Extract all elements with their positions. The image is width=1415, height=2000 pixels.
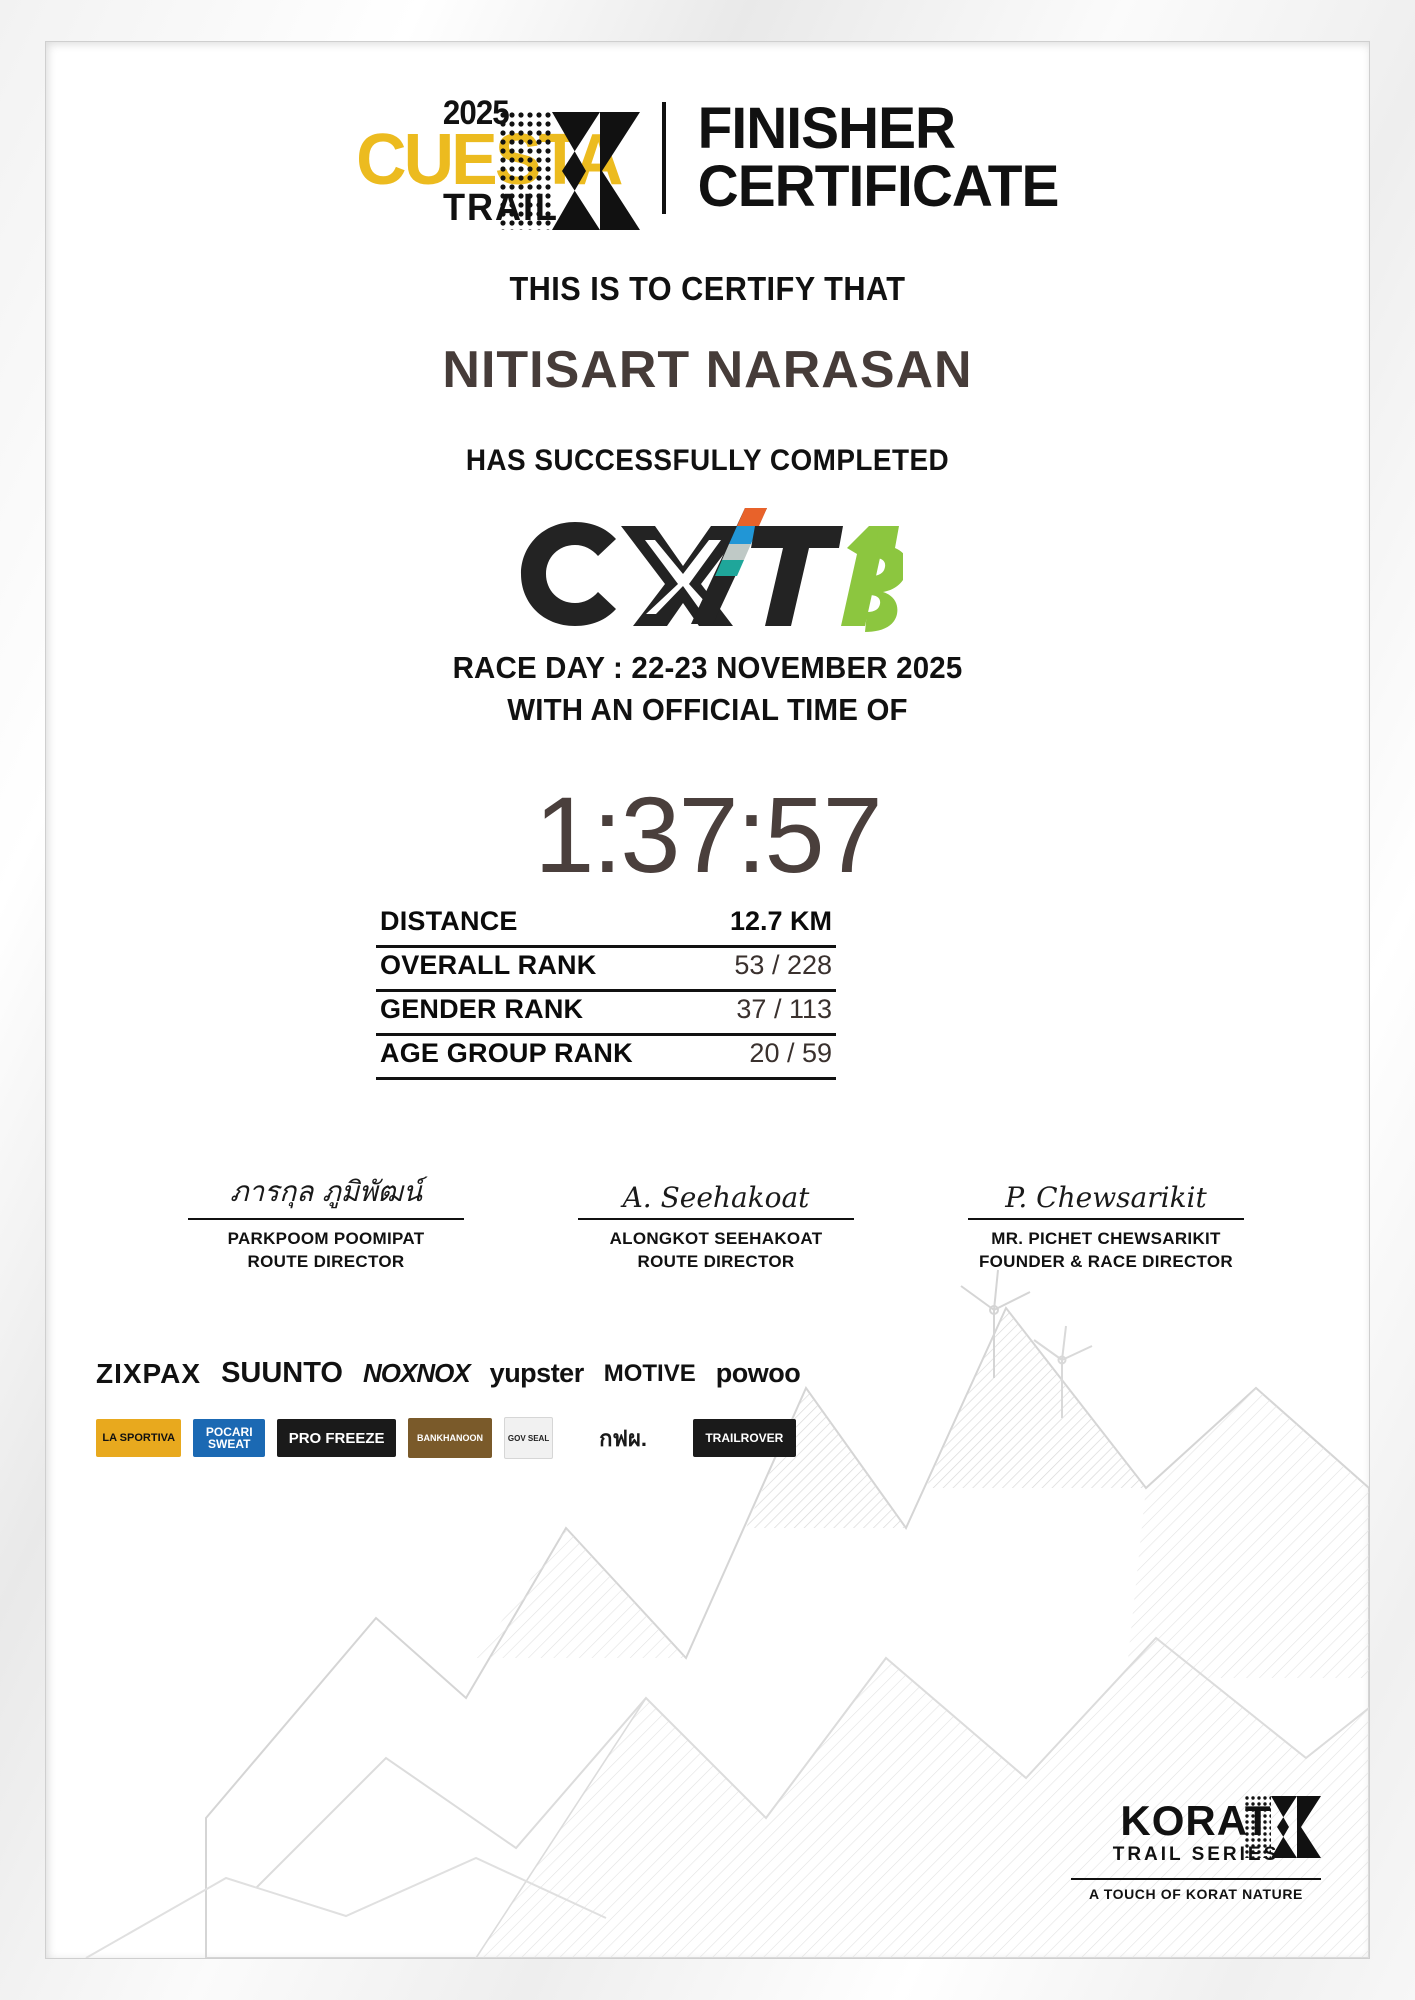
sponsor-row-primary: ZIXPAX SUUNTO NOXNOX yupster MOTIVE powo… <box>96 1357 836 1390</box>
signature-block-3: P. Chewsarikit MR. PICHET CHEWSARIKIT FO… <box>956 1152 1256 1274</box>
signatory-role: ROUTE DIRECTOR <box>247 1251 405 1271</box>
signature-mark: P. Chewsarikit <box>1005 1181 1207 1214</box>
signature-rule <box>188 1218 464 1220</box>
signature-mark: ภารกุล ภูมิพัฒน์ <box>229 1175 423 1208</box>
table-row: DISTANCE 12.7 KM <box>376 904 836 948</box>
completion-statement: HAS SUCCESSFULLY COMPLETED <box>465 444 950 477</box>
sponsor-logo-noxnox: NOXNOX <box>362 1358 471 1388</box>
stat-value: 53 / 228 <box>734 950 832 980</box>
signature-block-1: ภารกุล ภูมิพัฒน์ PARKPOOM POOMIPAT ROUTE… <box>176 1152 476 1274</box>
signature-mark: A. Seehakoat <box>622 1181 810 1214</box>
certificate-title: FINISHER CERTIFICATE <box>698 96 1060 219</box>
sponsor-logo-pea: กฟผ. <box>565 1419 681 1457</box>
signatory-name: MR. PICHET CHEWSARIKIT <box>991 1229 1221 1248</box>
race-day-line: RACE DAY : 22-23 NOVEMBER 2025 <box>452 650 963 685</box>
title-line-1: FINISHER <box>698 96 956 161</box>
sponsor-logo-yupster: yupster <box>489 1358 585 1388</box>
stat-label: OVERALL RANK <box>380 950 597 980</box>
cuesta-x-icon <box>500 112 641 230</box>
cuesta-trail-logo: 2025 CUESTA TRAIL <box>352 94 652 230</box>
sponsor-logo-zixpax: ZIXPAX <box>96 1357 202 1389</box>
certify-statement: THIS IS TO CERTIFY THAT <box>509 270 906 307</box>
sponsor-logo-pro-freeze: PRO FREEZE <box>277 1419 397 1457</box>
stat-label: GENDER RANK <box>380 994 584 1024</box>
certificate-content-area: 2025 CUESTA TRAIL FINISHER CERTIFICATE T… <box>46 42 1369 1958</box>
sponsor-logo-pocari-sweat: POCARI SWEAT <box>193 1419 265 1457</box>
finish-time-value: 1:37:57 <box>534 774 882 895</box>
stat-label: DISTANCE <box>380 906 518 936</box>
sponsor-logo-gov-seal: GOV SEAL <box>503 1417 554 1459</box>
stat-value: 20 / 59 <box>749 1038 832 1068</box>
certificate-header: 2025 CUESTA TRAIL FINISHER CERTIFICATE <box>46 94 1369 230</box>
stat-label: AGE GROUP RANK <box>380 1038 633 1068</box>
signature-rule <box>968 1218 1244 1220</box>
signature-rule <box>578 1218 854 1220</box>
results-table: DISTANCE 12.7 KM OVERALL RANK 53 / 228 G… <box>376 904 836 1080</box>
signature-section: ภารกุล ภูมิพัฒน์ PARKPOOM POOMIPAT ROUTE… <box>176 1152 1256 1274</box>
stat-value: 12.7 KM <box>729 906 832 936</box>
official-time-label: WITH AN OFFICIAL TIME OF <box>507 692 908 727</box>
signatory-role: ROUTE DIRECTOR <box>637 1251 795 1271</box>
sponsor-logo-trailrover: TRAILROVER <box>692 1419 796 1457</box>
sponsor-logo-suunto: SUUNTO <box>221 1357 343 1389</box>
korat-trail-series-logo: KORAT TRAIL SERIES A TOUCH OF KORAT NATU… <box>1071 1796 1321 1902</box>
pocari-line2: SWEAT <box>208 1437 251 1451</box>
cxt13-race-logo <box>46 504 1369 632</box>
signatory-name: PARKPOOM POOMIPAT <box>227 1229 425 1248</box>
pocari-line1: POCARI <box>205 1425 253 1439</box>
header-divider <box>662 102 667 214</box>
signatory-role: FOUNDER & RACE DIRECTOR <box>978 1251 1234 1271</box>
korat-series-label: TRAIL SERIES <box>1112 1844 1280 1865</box>
signature-block-2: A. Seehakoat ALONGKOT SEEHAKOAT ROUTE DI… <box>566 1152 866 1274</box>
stat-value: 37 / 113 <box>736 994 832 1024</box>
table-row: AGE GROUP RANK 20 / 59 <box>376 1036 836 1080</box>
korat-x-icon <box>1245 1796 1321 1858</box>
cxt13-logo-svg <box>520 508 907 632</box>
title-line-2: CERTIFICATE <box>698 154 1060 219</box>
sponsor-logo-la-sportiva: LA SPORTIVA <box>96 1419 182 1457</box>
table-row: OVERALL RANK 53 / 228 <box>376 948 836 992</box>
event-year: 2025 <box>443 94 510 132</box>
recipient-name: NITISART NARASAN <box>442 341 973 399</box>
sponsor-logo-powoo: powoo <box>715 1358 801 1388</box>
korat-tagline: A TOUCH OF KORAT NATURE <box>1071 1878 1321 1902</box>
sponsor-logo-motive: MOTIVE <box>603 1359 696 1387</box>
sponsor-logo-bankhanoon: BANKHANOON <box>408 1418 492 1458</box>
sponsor-row-secondary: LA SPORTIVA POCARI SWEAT PRO FREEZE BANK… <box>96 1417 796 1459</box>
table-row: GENDER RANK 37 / 113 <box>376 992 836 1036</box>
signatory-name: ALONGKOT SEEHAKOAT <box>609 1229 823 1248</box>
